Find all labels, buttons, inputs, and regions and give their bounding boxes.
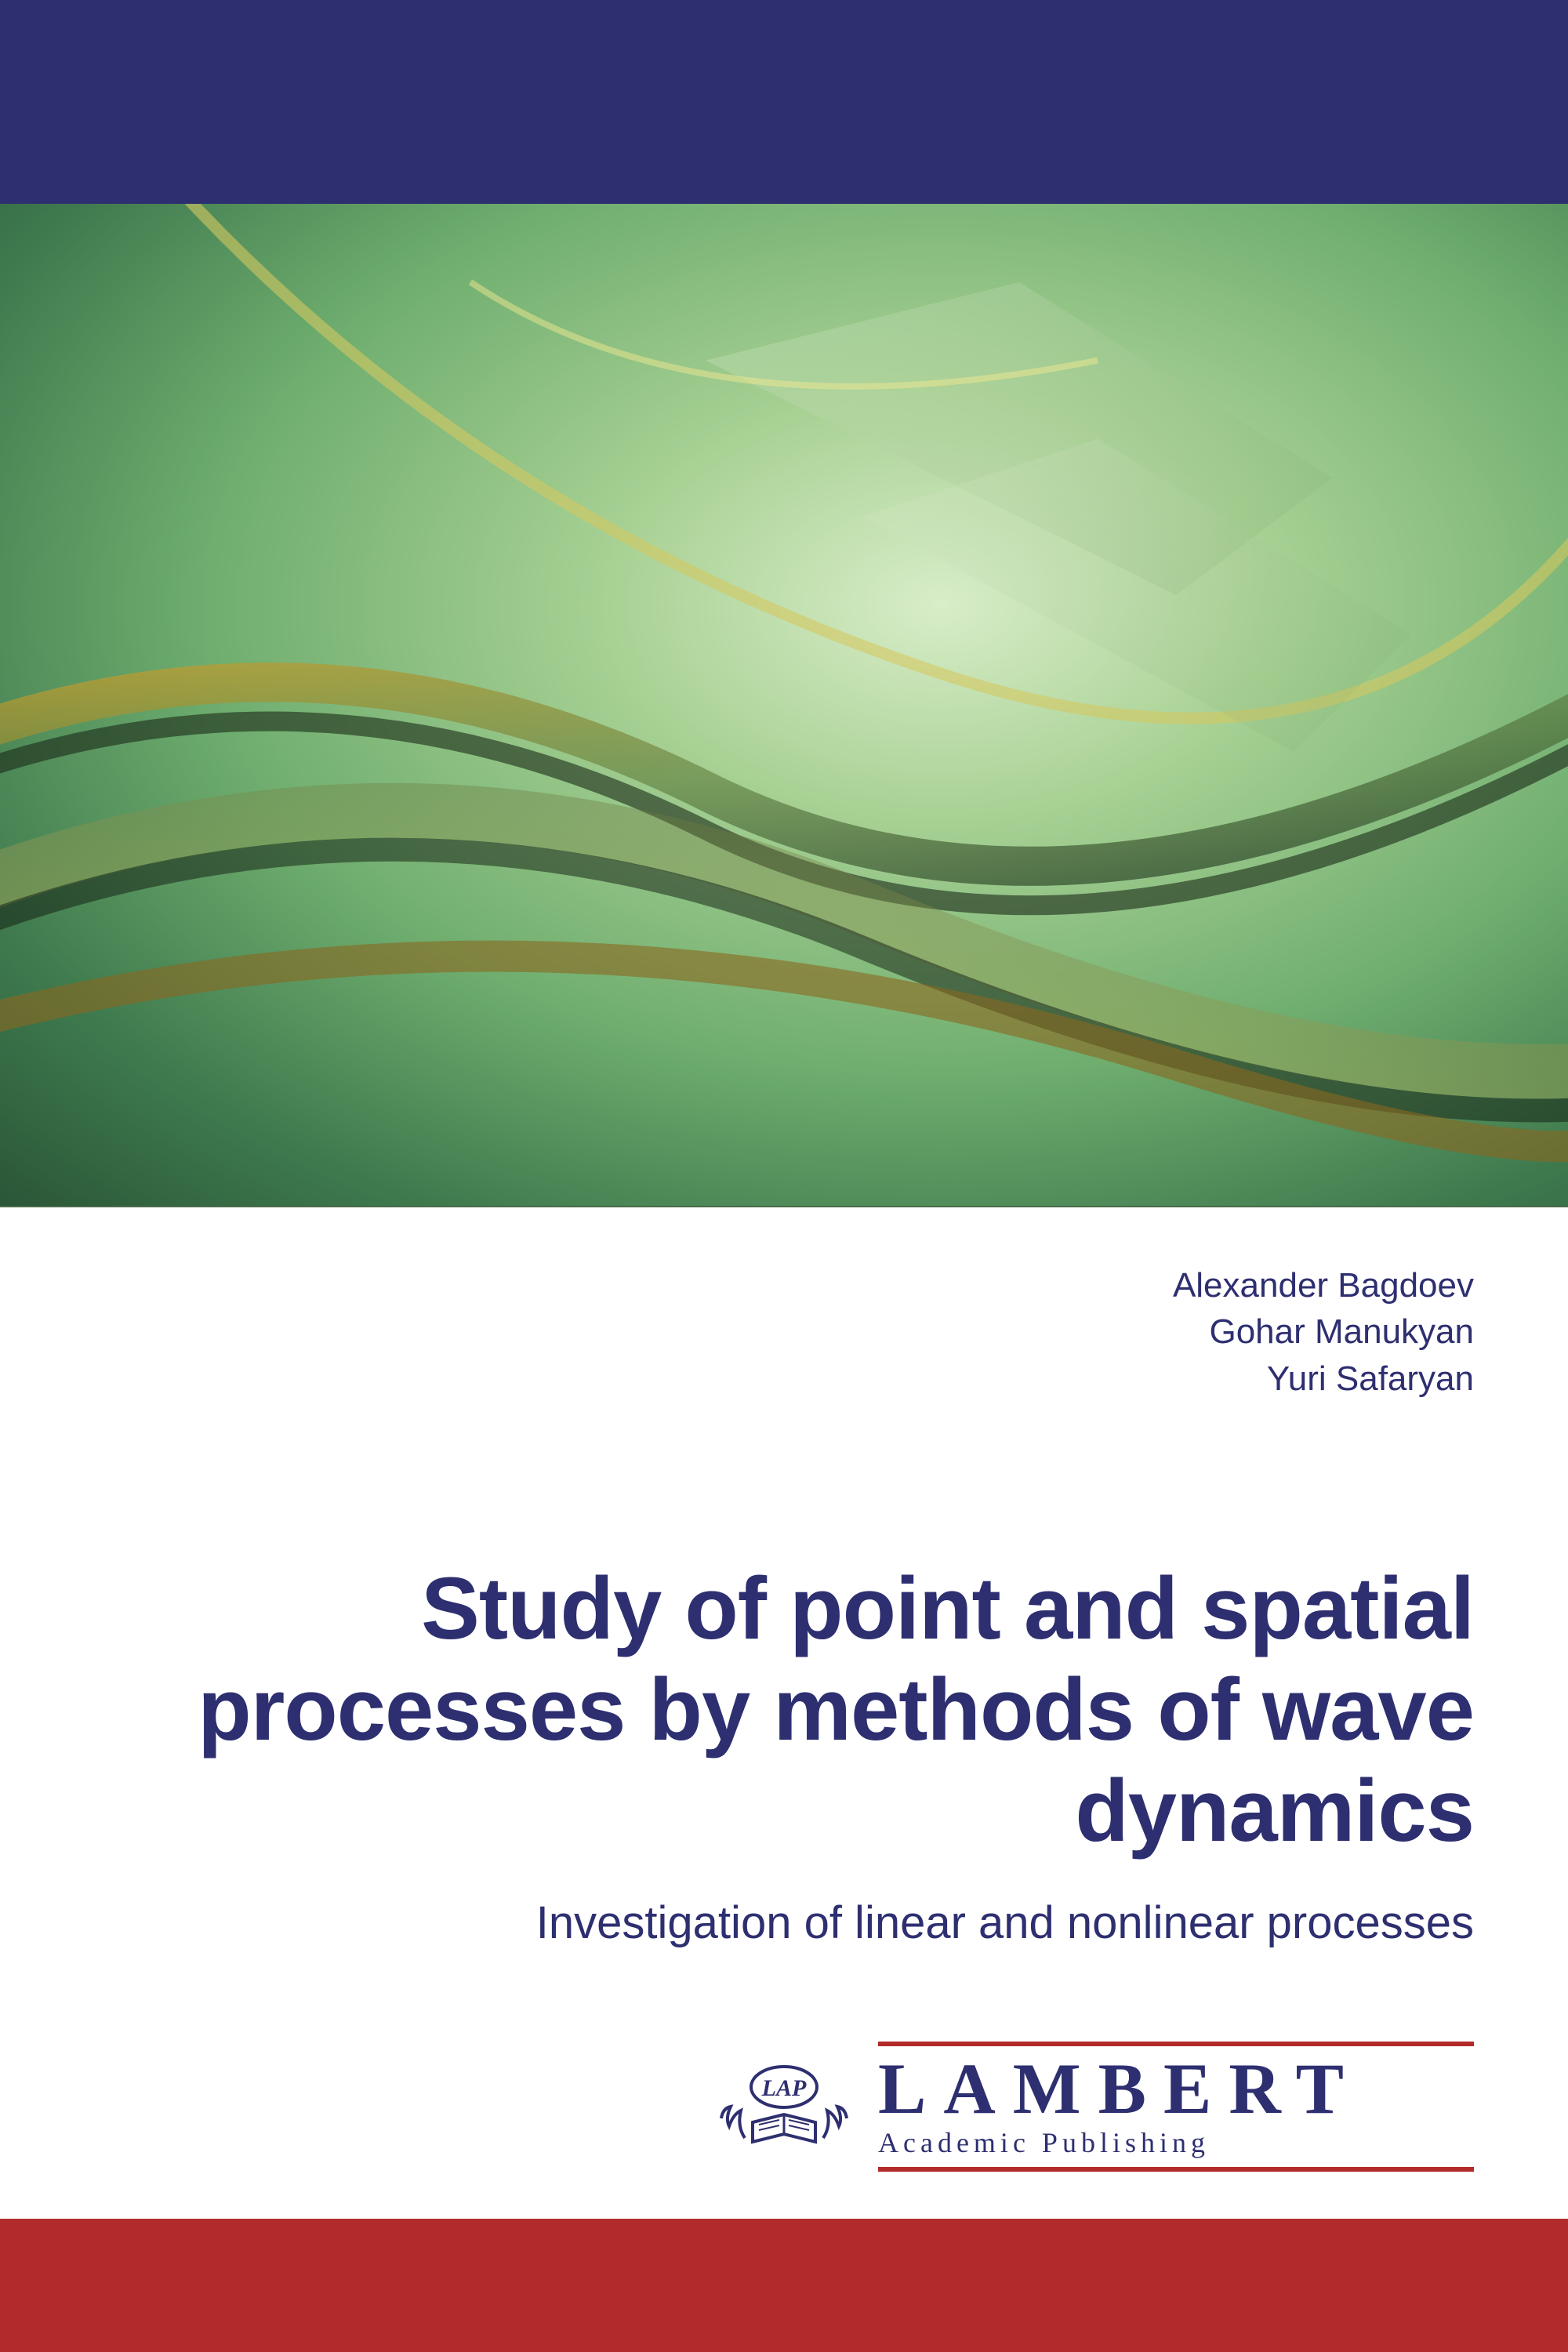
author-2: Gohar Manukyan (94, 1308, 1474, 1355)
hero-image (0, 204, 1568, 1207)
content-area: Alexander Bagdoev Gohar Manukyan Yuri Sa… (0, 1207, 1568, 2219)
book-subtitle: Investigation of linear and nonlinear pr… (94, 1893, 1474, 1952)
publisher-name: LAMBERT (878, 2053, 1474, 2125)
publisher-top-line (878, 2042, 1474, 2046)
publisher-tagline: Academic Publishing (878, 2126, 1474, 2159)
author-3: Yuri Safaryan (94, 1356, 1474, 1402)
book-title: Study of point and spatial processes by … (94, 1559, 1474, 1861)
publisher-logo-icon: LAP (713, 2052, 855, 2161)
top-bar (0, 0, 1568, 204)
bottom-bar (0, 2219, 1568, 2352)
author-1: Alexander Bagdoev (94, 1262, 1474, 1308)
publisher-badge-text: LAP (761, 2075, 807, 2101)
book-cover: Alexander Bagdoev Gohar Manukyan Yuri Sa… (0, 0, 1568, 2352)
authors-block: Alexander Bagdoev Gohar Manukyan Yuri Sa… (94, 1262, 1474, 1402)
publisher-block: LAP LAMBERT Academic Publishing (713, 2042, 1474, 2172)
publisher-text: LAMBERT Academic Publishing (878, 2042, 1474, 2172)
publisher-bottom-line (878, 2167, 1474, 2172)
